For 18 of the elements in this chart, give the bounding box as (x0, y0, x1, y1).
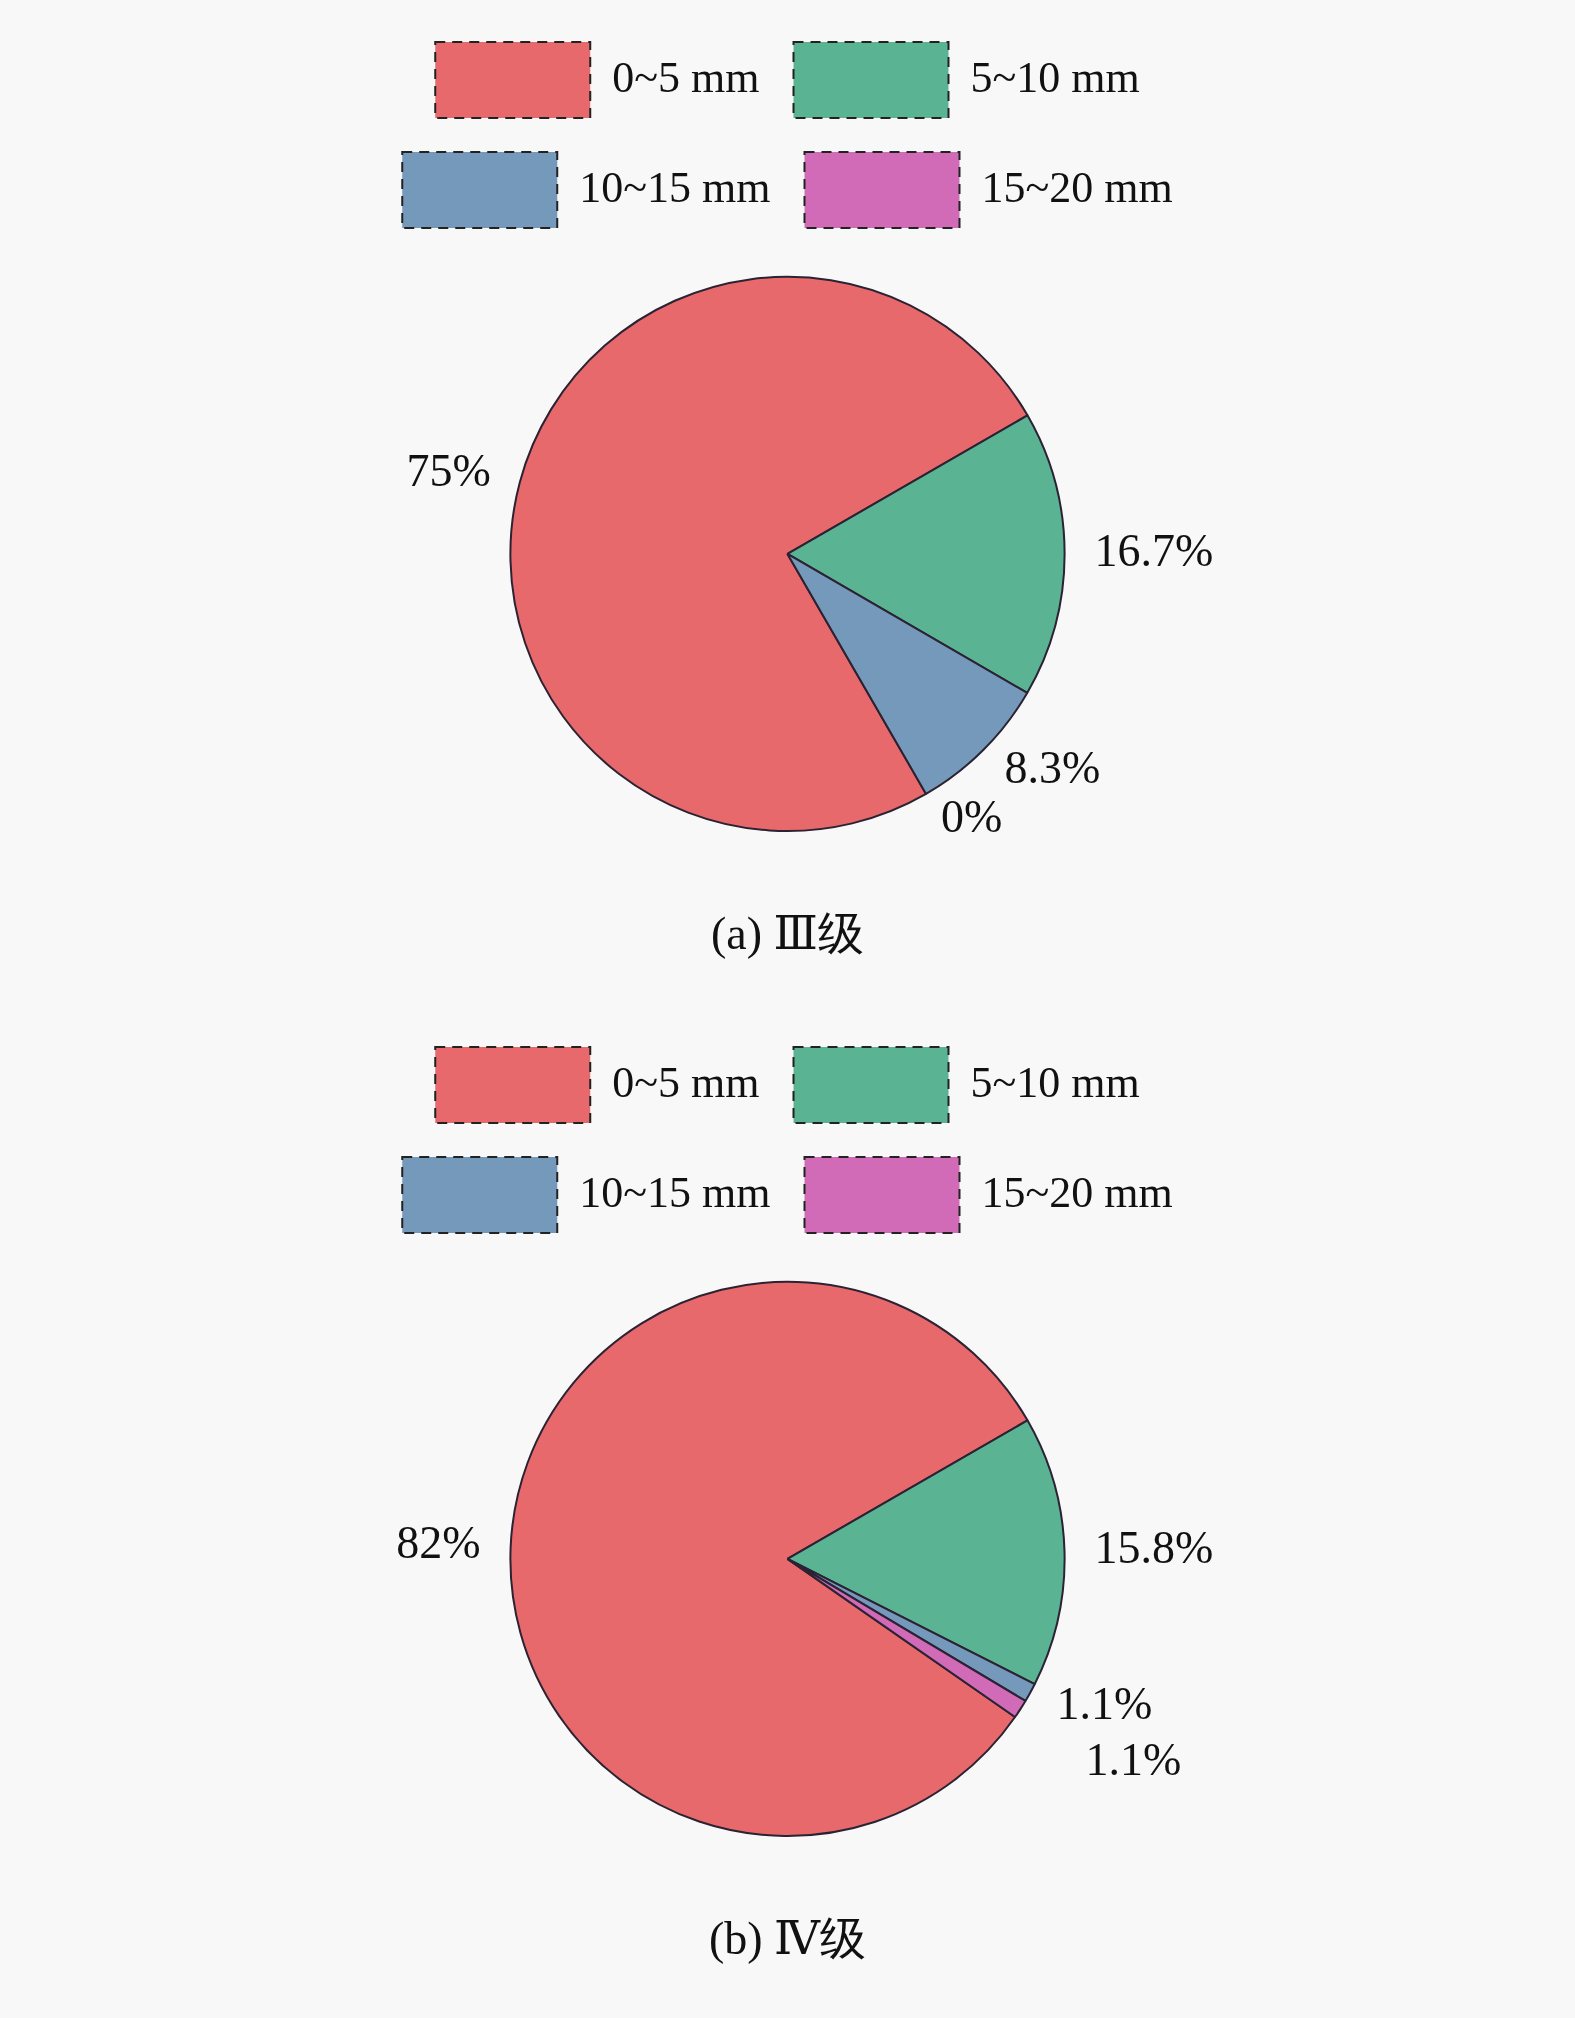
legend-label: 10~15 mm (579, 1167, 771, 1217)
data-label: 8.3% (1004, 742, 1101, 794)
text: (b) Ⅳ级 (708, 1913, 867, 1965)
data-label: 82% (396, 1517, 481, 1569)
text: 0% (941, 790, 1003, 842)
data-label: 1.1% (1085, 1734, 1182, 1786)
legend-label: 10~15 mm (579, 162, 771, 212)
text: (a) Ⅲ级 (711, 908, 864, 960)
data-label: 75% (406, 445, 491, 497)
legend-label: 0~5 mm (612, 52, 760, 102)
data-label: 1.1% (1056, 1678, 1153, 1730)
data-label: 16.7% (1094, 525, 1214, 577)
data-label: 15.8% (1094, 1521, 1214, 1573)
legend-label: 15~20 mm (981, 1167, 1173, 1217)
legend-label: 0~5 mm (612, 1057, 760, 1107)
legend-label: 5~10 mm (970, 52, 1140, 102)
legend-label: 15~20 mm (981, 162, 1173, 212)
legend-label: 5~10 mm (970, 1057, 1140, 1107)
